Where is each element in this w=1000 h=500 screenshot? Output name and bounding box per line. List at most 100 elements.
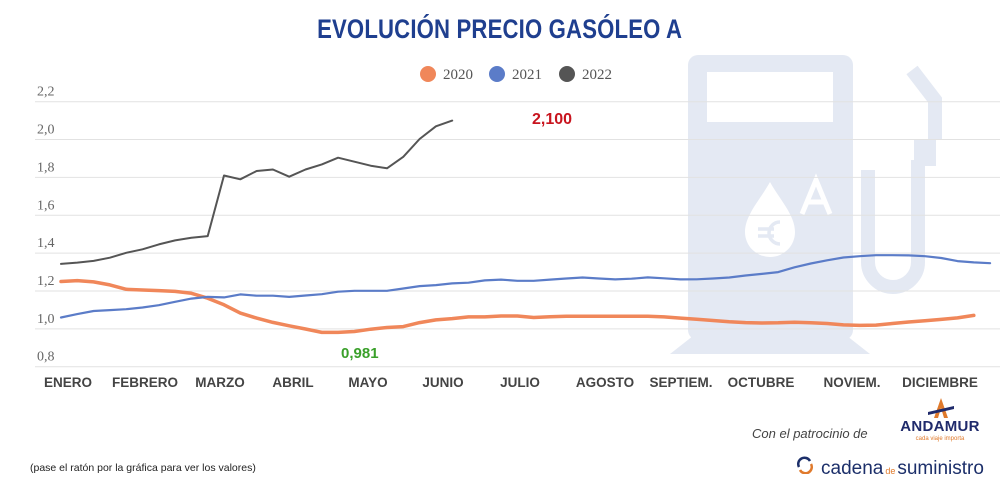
- data-point-2020[interactable]: [545, 312, 555, 322]
- data-point-2021[interactable]: [790, 262, 800, 272]
- data-point-2021[interactable]: [512, 276, 522, 286]
- data-point-2021[interactable]: [692, 274, 702, 284]
- data-point-2021[interactable]: [447, 278, 457, 288]
- data-point-2020[interactable]: [627, 311, 637, 321]
- data-point-2021[interactable]: [382, 286, 392, 296]
- data-point-2020[interactable]: [333, 327, 343, 337]
- data-point-2020[interactable]: [969, 310, 979, 320]
- data-point-2020[interactable]: [284, 321, 294, 331]
- data-point-2020[interactable]: [170, 286, 180, 296]
- data-point-2022[interactable]: [349, 157, 359, 167]
- data-point-2020[interactable]: [936, 314, 946, 324]
- data-point-2021[interactable]: [89, 306, 99, 316]
- data-point-2021[interactable]: [398, 284, 408, 294]
- data-point-2020[interactable]: [757, 318, 767, 328]
- data-point-2021[interactable]: [333, 287, 343, 297]
- data-point-2020[interactable]: [561, 311, 571, 321]
- data-point-2021[interactable]: [838, 252, 848, 262]
- data-point-2020[interactable]: [659, 312, 669, 322]
- data-point-2021[interactable]: [561, 273, 571, 283]
- data-point-2020[interactable]: [904, 317, 914, 327]
- data-point-2021[interactable]: [855, 251, 865, 261]
- data-point-2021[interactable]: [675, 274, 685, 284]
- data-point-2020[interactable]: [431, 315, 441, 325]
- data-point-2021[interactable]: [219, 292, 229, 302]
- data-point-2022[interactable]: [301, 164, 311, 174]
- data-point-2022[interactable]: [121, 248, 131, 258]
- data-point-2020[interactable]: [594, 311, 604, 321]
- data-point-2021[interactable]: [822, 255, 832, 265]
- data-point-2022[interactable]: [415, 134, 425, 144]
- data-point-2021[interactable]: [366, 286, 376, 296]
- data-point-2020[interactable]: [855, 320, 865, 330]
- data-point-2021[interactable]: [301, 291, 311, 301]
- data-point-2021[interactable]: [415, 281, 425, 291]
- data-point-2022[interactable]: [268, 164, 278, 174]
- data-point-2021[interactable]: [496, 275, 506, 285]
- data-point-2020[interactable]: [920, 316, 930, 326]
- data-point-2021[interactable]: [741, 270, 751, 280]
- data-point-2020[interactable]: [773, 318, 783, 328]
- data-point-2020[interactable]: [512, 311, 522, 321]
- data-point-2021[interactable]: [757, 269, 767, 279]
- data-point-2020[interactable]: [235, 308, 245, 318]
- andamur-logo[interactable]: ANDAMUR cada viaje importa: [898, 396, 982, 443]
- data-point-2022[interactable]: [333, 153, 343, 163]
- data-point-2020[interactable]: [724, 317, 734, 327]
- data-point-2020[interactable]: [790, 317, 800, 327]
- data-point-2020[interactable]: [708, 316, 718, 326]
- data-point-2020[interactable]: [838, 320, 848, 330]
- data-point-2022[interactable]: [170, 235, 180, 245]
- data-point-2022[interactable]: [398, 152, 408, 162]
- data-point-2020[interactable]: [447, 314, 457, 324]
- data-point-2022[interactable]: [72, 258, 82, 268]
- data-point-2021[interactable]: [464, 278, 474, 288]
- data-point-2020[interactable]: [529, 312, 539, 322]
- data-point-2020[interactable]: [741, 318, 751, 328]
- data-point-2021[interactable]: [659, 273, 669, 283]
- data-point-2022[interactable]: [382, 163, 392, 173]
- data-point-2022[interactable]: [252, 166, 262, 176]
- data-point-2020[interactable]: [366, 324, 376, 334]
- data-point-2020[interactable]: [398, 322, 408, 332]
- data-point-2020[interactable]: [415, 318, 425, 328]
- data-point-2020[interactable]: [317, 327, 327, 337]
- data-point-2021[interactable]: [594, 273, 604, 283]
- data-point-2022[interactable]: [186, 233, 196, 243]
- data-point-2020[interactable]: [871, 320, 881, 330]
- data-point-2021[interactable]: [154, 300, 164, 310]
- data-point-2021[interactable]: [138, 302, 148, 312]
- data-point-2021[interactable]: [186, 294, 196, 304]
- data-point-2020[interactable]: [822, 319, 832, 329]
- data-point-2020[interactable]: [464, 312, 474, 322]
- data-point-2022[interactable]: [56, 259, 66, 269]
- data-point-2020[interactable]: [349, 326, 359, 336]
- data-point-2021[interactable]: [627, 274, 637, 284]
- data-point-2021[interactable]: [284, 292, 294, 302]
- data-point-2022[interactable]: [235, 174, 245, 184]
- data-point-2021[interactable]: [806, 259, 816, 269]
- data-point-2021[interactable]: [431, 280, 441, 290]
- data-point-2021[interactable]: [610, 274, 620, 284]
- data-point-2020[interactable]: [154, 286, 164, 296]
- data-point-2022[interactable]: [203, 231, 213, 241]
- data-point-2021[interactable]: [708, 273, 718, 283]
- data-point-2022[interactable]: [105, 253, 115, 263]
- data-point-2021[interactable]: [545, 275, 555, 285]
- data-point-2020[interactable]: [72, 276, 82, 286]
- data-point-2021[interactable]: [643, 272, 653, 282]
- data-point-2022[interactable]: [89, 256, 99, 266]
- data-point-2020[interactable]: [953, 313, 963, 323]
- data-point-2020[interactable]: [480, 312, 490, 322]
- data-point-2022[interactable]: [366, 161, 376, 171]
- data-point-2021[interactable]: [480, 275, 490, 285]
- data-point-2020[interactable]: [89, 277, 99, 287]
- data-point-2022[interactable]: [138, 244, 148, 254]
- data-point-2021[interactable]: [724, 273, 734, 283]
- data-point-2021[interactable]: [252, 291, 262, 301]
- data-point-2021[interactable]: [72, 309, 82, 319]
- data-point-2020[interactable]: [301, 324, 311, 334]
- data-point-2020[interactable]: [692, 314, 702, 324]
- data-point-2020[interactable]: [578, 311, 588, 321]
